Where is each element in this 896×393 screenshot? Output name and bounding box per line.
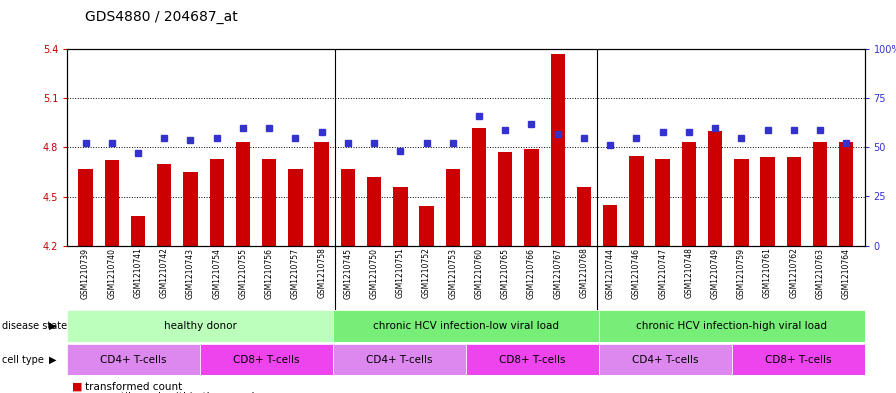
Bar <box>393 187 408 246</box>
Text: GSM1210752: GSM1210752 <box>422 248 431 298</box>
Text: GSM1210761: GSM1210761 <box>763 248 772 298</box>
Text: CD4+ T-cells: CD4+ T-cells <box>366 354 433 365</box>
Bar <box>289 169 303 246</box>
Bar <box>200 344 333 375</box>
Bar <box>262 159 276 246</box>
Bar <box>333 344 466 375</box>
Text: ■: ■ <box>72 392 82 393</box>
Text: GSM1210756: GSM1210756 <box>264 248 273 299</box>
Text: chronic HCV infection-low viral load: chronic HCV infection-low viral load <box>373 321 559 331</box>
Text: GSM1210741: GSM1210741 <box>134 248 142 298</box>
Text: GSM1210763: GSM1210763 <box>815 248 824 299</box>
Text: CD4+ T-cells: CD4+ T-cells <box>632 354 699 365</box>
Bar <box>78 169 93 246</box>
Text: cell type: cell type <box>2 354 44 365</box>
Text: ▶: ▶ <box>49 321 56 331</box>
Bar <box>157 164 171 246</box>
Text: GSM1210742: GSM1210742 <box>159 248 168 298</box>
Text: GSM1210762: GSM1210762 <box>789 248 798 298</box>
Bar <box>236 143 250 246</box>
Text: GSM1210765: GSM1210765 <box>501 248 510 299</box>
Bar <box>67 310 333 342</box>
Text: GSM1210753: GSM1210753 <box>448 248 457 299</box>
Text: CD8+ T-cells: CD8+ T-cells <box>499 354 565 365</box>
Bar <box>708 131 722 246</box>
Bar <box>839 143 854 246</box>
Text: ■: ■ <box>72 382 82 392</box>
Text: chronic HCV infection-high viral load: chronic HCV infection-high viral load <box>636 321 827 331</box>
Text: percentile rank within the sample: percentile rank within the sample <box>85 392 261 393</box>
Bar <box>599 310 865 342</box>
Text: GSM1210745: GSM1210745 <box>343 248 352 299</box>
Bar <box>498 152 513 246</box>
Text: GSM1210764: GSM1210764 <box>841 248 851 299</box>
Text: CD8+ T-cells: CD8+ T-cells <box>765 354 831 365</box>
Bar <box>732 344 865 375</box>
Text: GDS4880 / 204687_at: GDS4880 / 204687_at <box>85 9 237 24</box>
Text: GSM1210758: GSM1210758 <box>317 248 326 298</box>
Bar <box>314 143 329 246</box>
Bar <box>445 169 460 246</box>
Text: GSM1210739: GSM1210739 <box>81 248 90 299</box>
Text: GSM1210760: GSM1210760 <box>475 248 484 299</box>
Bar <box>333 310 599 342</box>
Text: GSM1210768: GSM1210768 <box>580 248 589 298</box>
Bar <box>787 157 801 246</box>
Text: healthy donor: healthy donor <box>164 321 237 331</box>
Bar <box>656 159 670 246</box>
Text: GSM1210749: GSM1210749 <box>711 248 719 299</box>
Text: GSM1210746: GSM1210746 <box>632 248 641 299</box>
Bar <box>131 216 145 246</box>
Bar <box>761 157 775 246</box>
Text: transformed count: transformed count <box>85 382 183 392</box>
Bar <box>599 344 732 375</box>
Bar <box>734 159 748 246</box>
Text: GSM1210744: GSM1210744 <box>606 248 615 299</box>
Bar <box>629 156 643 246</box>
Bar <box>466 344 599 375</box>
Text: GSM1210740: GSM1210740 <box>108 248 116 299</box>
Text: GSM1210767: GSM1210767 <box>553 248 562 299</box>
Text: ▶: ▶ <box>49 354 56 365</box>
Text: GSM1210757: GSM1210757 <box>291 248 300 299</box>
Text: GSM1210747: GSM1210747 <box>659 248 668 299</box>
Text: GSM1210751: GSM1210751 <box>396 248 405 298</box>
Text: CD4+ T-cells: CD4+ T-cells <box>100 354 167 365</box>
Text: GSM1210754: GSM1210754 <box>212 248 221 299</box>
Bar <box>210 159 224 246</box>
Text: CD8+ T-cells: CD8+ T-cells <box>233 354 300 365</box>
Text: GSM1210759: GSM1210759 <box>737 248 745 299</box>
Bar <box>340 169 355 246</box>
Text: GSM1210750: GSM1210750 <box>370 248 379 299</box>
Bar <box>550 54 565 246</box>
Text: GSM1210748: GSM1210748 <box>685 248 694 298</box>
Bar <box>682 143 696 246</box>
Bar <box>813 143 827 246</box>
Bar <box>603 205 617 246</box>
Bar <box>524 149 538 246</box>
Text: GSM1210755: GSM1210755 <box>238 248 247 299</box>
Text: GSM1210743: GSM1210743 <box>186 248 195 299</box>
Text: disease state: disease state <box>2 321 67 331</box>
Bar <box>105 160 119 246</box>
Bar <box>419 206 434 246</box>
Bar <box>577 187 591 246</box>
Bar <box>184 172 198 246</box>
Bar <box>472 128 487 246</box>
Bar <box>366 177 382 246</box>
Bar <box>67 344 200 375</box>
Text: GSM1210766: GSM1210766 <box>527 248 536 299</box>
